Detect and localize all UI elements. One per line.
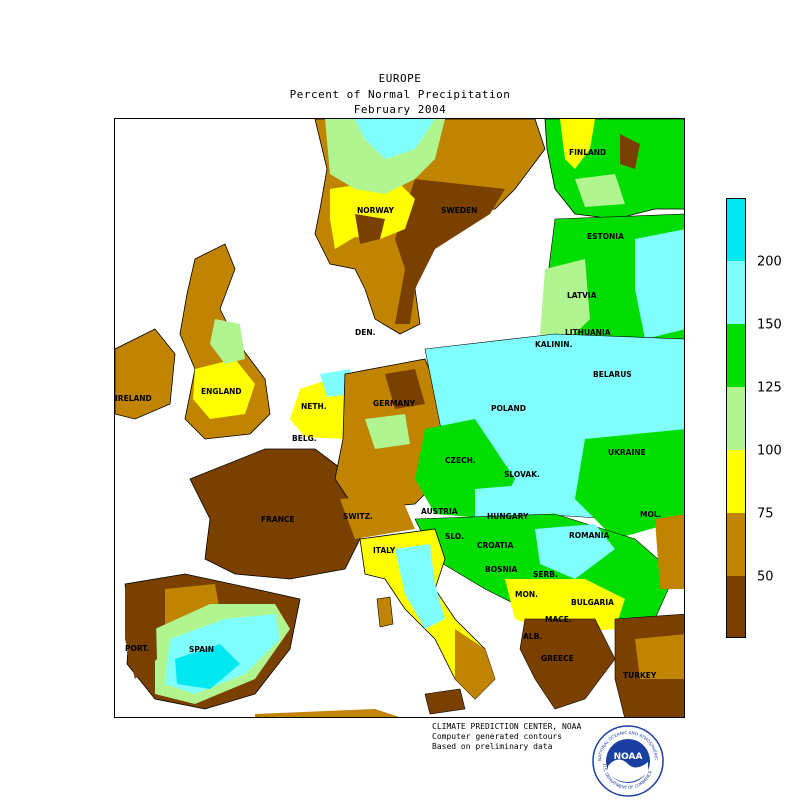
label-ukraine: UKRAINE bbox=[608, 448, 646, 457]
credits-line-source: CLIMATE PREDICTION CENTER, NOAA bbox=[432, 722, 582, 731]
region-baltics-light bbox=[540, 259, 590, 349]
label-macedonia: MACE. bbox=[545, 615, 572, 624]
region-italy-cyan bbox=[395, 544, 445, 629]
region-norway-yellow bbox=[330, 179, 415, 249]
map-title-region: EUROPE bbox=[378, 72, 422, 85]
region-spain-deep-cyan bbox=[175, 644, 240, 689]
legend-band-gt200 bbox=[727, 199, 745, 261]
legend-band-150-200 bbox=[727, 261, 745, 324]
region-norway-brown bbox=[355, 214, 385, 244]
legend-band-75-100 bbox=[727, 450, 745, 513]
region-sicily bbox=[424, 688, 466, 715]
label-slovakia: SLOVAK. bbox=[504, 470, 540, 479]
region-ireland bbox=[115, 328, 176, 420]
label-belarus: BELARUS bbox=[593, 370, 632, 379]
label-sweden: SWEDEN bbox=[441, 206, 477, 215]
logo-text: NOAA bbox=[614, 752, 643, 762]
credits-line-method: Computer generated contours bbox=[432, 732, 563, 741]
label-estonia: ESTONIA bbox=[587, 232, 624, 241]
label-bulgaria: BULGARIA bbox=[571, 598, 614, 607]
legend-band-125-150 bbox=[727, 324, 745, 387]
region-balkans-cyan bbox=[535, 524, 615, 579]
legend-tick-50: 50 bbox=[757, 569, 774, 585]
region-turkey-light bbox=[635, 634, 684, 679]
region-corsica bbox=[376, 596, 394, 628]
label-moldova: MOL. bbox=[640, 510, 662, 519]
label-bosnia: BOSNIA bbox=[485, 565, 518, 574]
legend-tick-200: 200 bbox=[757, 254, 782, 270]
label-czech: CZECH. bbox=[445, 456, 476, 465]
region-italy-south bbox=[455, 629, 495, 699]
legend-tick-125: 125 bbox=[757, 380, 782, 396]
region-switzerland bbox=[340, 494, 415, 539]
label-austria: AUSTRIA bbox=[421, 507, 458, 516]
label-greece: GREECE bbox=[541, 654, 574, 663]
label-montenegro: MON. bbox=[515, 590, 538, 599]
label-poland: POLAND bbox=[491, 404, 526, 413]
label-norway: NORWAY bbox=[357, 206, 394, 215]
region-north-africa bbox=[255, 709, 399, 717]
label-kalinin: KALININ. bbox=[535, 340, 573, 349]
region-england-yellow bbox=[193, 359, 255, 419]
label-switzerland: SWITZ. bbox=[343, 512, 373, 521]
region-finland-yellow bbox=[560, 119, 595, 169]
map-title-metric: Percent of Normal Precipitation bbox=[289, 88, 511, 101]
map-canvas: FINLAND NORWAY SWEDEN ESTONIA LATVIA LIT… bbox=[115, 119, 684, 717]
label-slovenia: SLO. bbox=[445, 532, 464, 541]
legend-tick-100: 100 bbox=[757, 443, 782, 459]
legend-tick-150: 150 bbox=[757, 317, 782, 333]
label-germany: GERMANY bbox=[373, 399, 416, 408]
region-greece bbox=[519, 618, 616, 710]
label-denmark: DEN. bbox=[355, 328, 376, 337]
label-spain: SPAIN bbox=[189, 645, 214, 654]
noaa-logo-icon: NATIONAL OCEANIC AND ATMOSPHERIC ADMINIS… bbox=[591, 724, 664, 797]
label-lithuania: LITHUANIA bbox=[565, 328, 611, 337]
label-albania: ALB. bbox=[523, 632, 542, 641]
label-hungary: HUNGARY bbox=[487, 512, 529, 521]
region-france bbox=[189, 448, 361, 580]
region-ukraine-green bbox=[575, 429, 684, 539]
region-scandinavia-south bbox=[395, 179, 505, 324]
label-romania: ROMANIA bbox=[569, 531, 609, 540]
map-title-period: February 2004 bbox=[353, 103, 447, 116]
legend-band-100-125 bbox=[727, 387, 745, 450]
legend-band-lt50 bbox=[727, 576, 745, 637]
region-germany-brown bbox=[385, 369, 425, 409]
region-black-sea-coast bbox=[655, 514, 684, 589]
label-finland: FINLAND bbox=[569, 148, 606, 157]
label-turkey: TURKEY bbox=[623, 671, 657, 680]
label-serbia: SERB. bbox=[533, 570, 558, 579]
legend-tick-75: 75 bbox=[757, 506, 774, 522]
label-netherlands: NETH. bbox=[301, 402, 327, 411]
label-latvia: LATVIA bbox=[567, 291, 597, 300]
region-portugal bbox=[125, 584, 157, 679]
label-italy: ITALY bbox=[373, 546, 396, 555]
precipitation-map: FINLAND NORWAY SWEDEN ESTONIA LATVIA LIT… bbox=[114, 118, 685, 718]
region-finland-brown bbox=[620, 134, 640, 169]
label-croatia: CROATIA bbox=[477, 541, 514, 550]
region-norway-top bbox=[355, 119, 435, 159]
label-belgium: BELG. bbox=[292, 434, 317, 443]
label-ireland: IRELAND bbox=[115, 394, 152, 403]
region-finland-light bbox=[575, 174, 625, 207]
credits-line-data: Based on preliminary data bbox=[432, 742, 553, 751]
region-russia-cyan bbox=[635, 229, 684, 339]
legend-band-50-75 bbox=[727, 513, 745, 576]
label-england: ENGLAND bbox=[201, 387, 242, 396]
label-france: FRANCE bbox=[261, 515, 295, 524]
region-germany-green bbox=[365, 414, 410, 449]
label-portugal: PORT. bbox=[125, 644, 149, 653]
region-england-green bbox=[210, 319, 245, 364]
credits-block: CLIMATE PREDICTION CENTER, NOAA Computer… bbox=[432, 722, 581, 752]
legend-colorbar bbox=[726, 198, 746, 638]
